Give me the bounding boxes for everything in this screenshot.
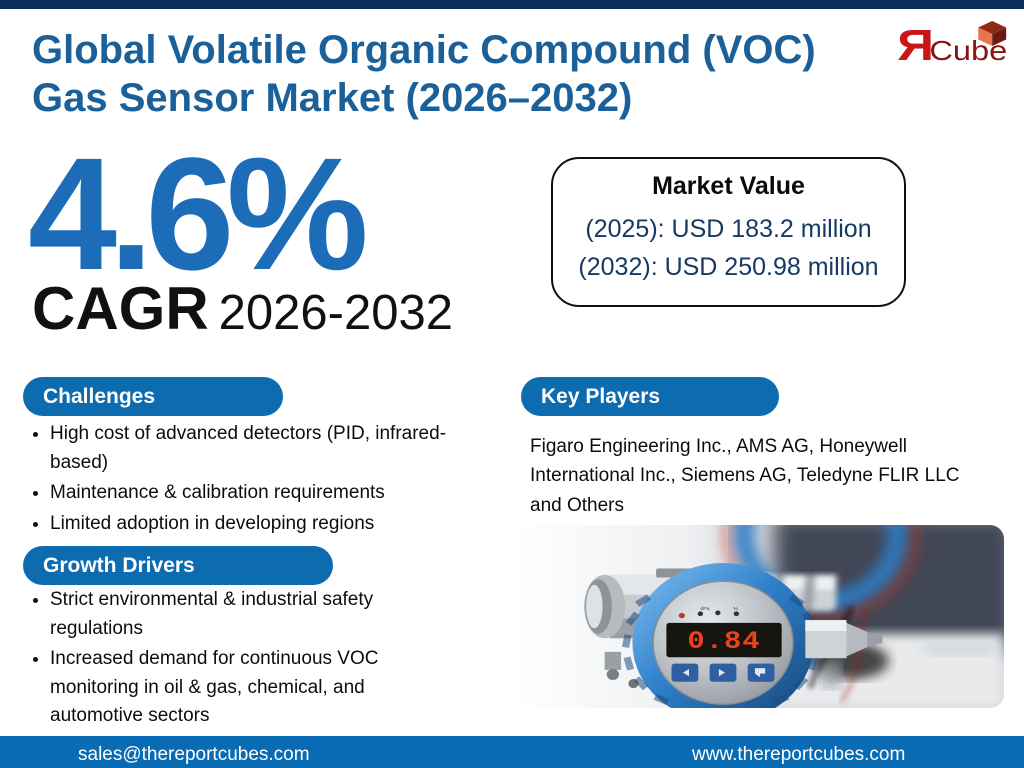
svg-text:0.84: 0.84 [687,628,760,657]
svg-text:R: R [897,21,934,70]
svg-text:dPa: dPa [700,606,709,612]
svg-text:%: % [733,606,738,612]
